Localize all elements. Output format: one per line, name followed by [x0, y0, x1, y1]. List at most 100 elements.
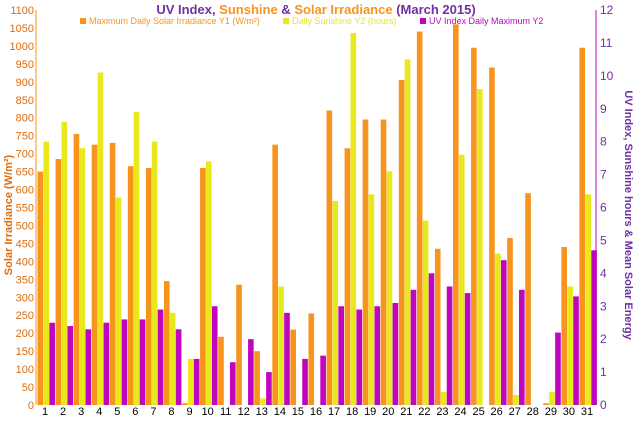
title-sep-2: & [278, 2, 295, 17]
bar-irradiance [543, 403, 549, 405]
bar-uv-index [175, 329, 182, 405]
bar-sunshine [79, 148, 86, 405]
bar-irradiance [145, 168, 152, 405]
plot-area: 0501001502002503003504004505005506006507… [10, 3, 614, 418]
y-left-tick-label: 1100 [10, 5, 34, 17]
bar-uv-index [49, 322, 55, 405]
y-left-tick-label: 900 [16, 77, 34, 89]
x-tick-label: 23 [436, 406, 448, 418]
y-left-tick-label: 200 [16, 328, 34, 340]
bar-sunshine [43, 141, 50, 405]
x-tick-label: 27 [509, 406, 521, 418]
bar-irradiance [73, 133, 80, 406]
bar-irradiance [344, 148, 351, 405]
x-tick-label: 3 [78, 406, 84, 418]
x-tick-label: 17 [328, 406, 340, 418]
bar-sunshine [169, 312, 176, 405]
x-tick-label: 11 [220, 406, 231, 418]
y-right-tick-label: 4 [600, 266, 607, 280]
bar-irradiance [55, 159, 62, 405]
y-left-tick-label: 600 [16, 185, 34, 197]
bar-sunshine [206, 161, 212, 405]
x-tick-label: 1 [42, 406, 48, 418]
bar-sunshine [368, 194, 375, 405]
x-tick-label: 13 [256, 406, 268, 418]
bar-irradiance [434, 248, 441, 405]
bar-uv-index [464, 293, 471, 405]
y-left-tick-label: 950 [16, 59, 34, 71]
bar-uv-index [229, 362, 236, 405]
x-tick-label: 12 [238, 406, 250, 418]
bar-uv-index [211, 306, 218, 405]
y-right-tick-label: 11 [600, 36, 613, 50]
x-tick-label: 31 [581, 406, 593, 418]
y-right-tick-label: 1 [600, 365, 607, 379]
bar-irradiance [326, 110, 333, 405]
x-tick-label: 26 [491, 406, 503, 418]
bar-uv-index [320, 355, 326, 405]
x-tick-label: 19 [364, 406, 376, 418]
y-left-tick-label: 150 [16, 346, 34, 358]
y-left-tick-label: 250 [16, 310, 34, 322]
bar-uv-index [410, 289, 417, 405]
y-left-tick-label: 50 [22, 382, 34, 394]
y-left-tick-label: 0 [28, 400, 34, 412]
bar-irradiance [290, 329, 297, 405]
y-left-tick-label: 300 [16, 292, 34, 304]
bar-sunshine [133, 112, 140, 406]
bar-uv-index [266, 372, 272, 405]
bar-uv-index [67, 326, 74, 405]
x-tick-label: 25 [472, 406, 484, 418]
bar-irradiance [561, 247, 567, 405]
bar-uv-index [85, 329, 92, 405]
y-left-tick-label: 400 [16, 256, 34, 268]
bar-sunshine [350, 33, 357, 406]
bar-uv-index [446, 286, 453, 405]
y-left-tick-label: 1000 [10, 41, 34, 53]
title-part-uv: UV Index [156, 2, 212, 17]
bar-irradiance [163, 281, 170, 405]
bar-sunshine [278, 286, 284, 405]
x-tick-label: 5 [114, 406, 120, 418]
y-right-tick-label: 12 [600, 3, 614, 17]
x-tick-label: 15 [292, 406, 304, 418]
bar-irradiance [380, 119, 387, 405]
bar-irradiance [525, 193, 531, 405]
bar-irradiance [579, 47, 586, 406]
bar-uv-index [428, 273, 435, 405]
x-tick-label: 20 [382, 406, 394, 418]
y-left-tick-label: 550 [16, 203, 34, 215]
legend-item-sunshine-label: Daily Sunshine Y2 (hours) [292, 16, 396, 26]
legend-item-irradiance-label: Maximum Daily Solar Irradiance Y1 (W/m²) [89, 16, 260, 26]
y-left-tick-label: 1050 [10, 23, 34, 35]
bar-sunshine [151, 141, 158, 405]
y-right-tick-label: 7 [600, 168, 607, 182]
x-tick-label: 10 [201, 406, 213, 418]
bar-uv-index [519, 289, 525, 405]
legend-item-uv-index-swatch [420, 18, 426, 24]
bar-irradiance [200, 168, 206, 405]
y-left-tick-label: 700 [16, 149, 34, 161]
y-right-tick-label: 2 [600, 332, 607, 346]
bar-irradiance [127, 166, 134, 405]
bar-irradiance [507, 238, 513, 405]
bar-sunshine [549, 391, 555, 405]
legend: Maximum Daily Solar Irradiance Y1 (W/m²)… [80, 16, 543, 26]
bar-sunshine [567, 286, 573, 405]
bar-irradiance [218, 336, 224, 405]
bar-sunshine [260, 398, 266, 405]
bar-irradiance [416, 31, 423, 406]
y-right-tick-label: 9 [600, 102, 607, 116]
x-tick-label: 16 [310, 406, 322, 418]
x-tick-label: 22 [418, 406, 430, 418]
bar-irradiance [452, 24, 459, 405]
bar-uv-index [591, 250, 597, 405]
y-left-tick-label: 650 [16, 167, 34, 179]
title-sep-1: , [212, 2, 219, 17]
bar-uv-index [193, 358, 200, 405]
y-right-tick-label: 5 [600, 233, 607, 247]
bar-uv-index [356, 309, 363, 405]
bar-uv-index [284, 312, 290, 405]
bar-uv-index [157, 309, 164, 405]
